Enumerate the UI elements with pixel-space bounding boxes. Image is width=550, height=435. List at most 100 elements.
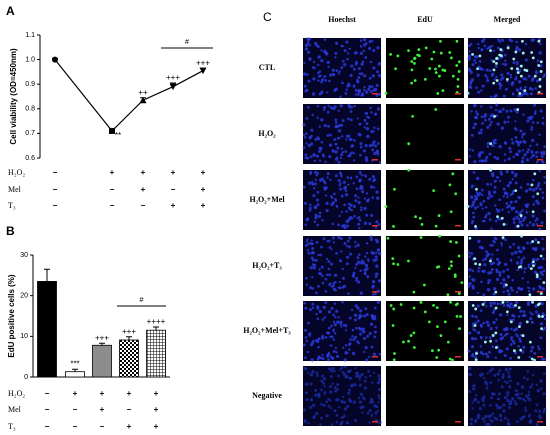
edu-cell: [473, 324, 477, 327]
edu-cell: [523, 89, 527, 93]
nucleus: [496, 176, 500, 179]
nucleus: [535, 223, 539, 226]
nucleus: [516, 382, 520, 386]
nucleus: [536, 388, 540, 393]
nucleus: [473, 329, 477, 332]
nucleus: [487, 323, 491, 328]
nucleus: [371, 381, 374, 384]
nucleus: [369, 322, 374, 326]
nucleus: [332, 320, 336, 324]
nucleus: [537, 345, 540, 348]
nucleus: [364, 111, 369, 116]
treatment-mark: +: [201, 185, 206, 194]
nucleus: [328, 335, 332, 338]
nucleus: [369, 374, 372, 378]
nucleus: [365, 127, 370, 131]
nucleus: [486, 372, 489, 375]
nucleus: [376, 196, 380, 200]
marker: [52, 56, 58, 63]
nucleus: [491, 144, 495, 148]
nucleus: [304, 306, 308, 310]
nucleus: [473, 195, 477, 198]
nucleus: [488, 152, 492, 156]
treatment-mark: +: [201, 201, 206, 210]
edu-cell: [449, 260, 453, 264]
edu-cell: [502, 223, 506, 226]
nucleus: [510, 82, 514, 86]
edu-cell: [517, 306, 521, 310]
nucleus: [317, 337, 321, 341]
nucleus: [351, 328, 355, 332]
edu-cell: [424, 46, 428, 50]
nucleus: [520, 385, 525, 389]
treatment-mark: −: [110, 201, 115, 210]
nucleus: [529, 242, 532, 245]
edu-cell: [396, 263, 400, 266]
nucleus: [352, 84, 356, 88]
nucleus: [349, 118, 353, 122]
edu-cell: [509, 320, 513, 324]
nucleus: [306, 73, 309, 76]
nucleus: [535, 70, 538, 73]
edu-cell: [476, 67, 479, 71]
nucleus: [357, 90, 361, 94]
edu-cell: [533, 74, 537, 78]
nucleus: [508, 180, 512, 185]
nucleus: [530, 156, 533, 159]
nucleus: [315, 312, 318, 316]
edu-cell: [519, 214, 523, 217]
edu-cell: [407, 142, 411, 146]
nucleus: [354, 266, 357, 270]
nucleus: [541, 191, 545, 194]
nucleus: [348, 236, 352, 240]
nucleus: [508, 367, 512, 371]
nucleus: [346, 117, 350, 121]
nucleus: [335, 252, 338, 255]
edu-cell: [520, 234, 523, 238]
nucleus: [490, 120, 493, 124]
nucleus: [509, 356, 512, 360]
nucleus: [520, 216, 523, 219]
nucleus: [340, 44, 343, 48]
nucleus: [305, 132, 308, 135]
nucleus: [534, 151, 538, 154]
nucleus: [330, 306, 334, 310]
nucleus: [346, 404, 350, 409]
nucleus: [371, 85, 374, 88]
nucleus: [500, 172, 503, 176]
nucleus: [511, 279, 514, 282]
nucleus: [354, 93, 357, 96]
y-tick-label: 30: [20, 252, 28, 259]
nucleus: [359, 45, 363, 48]
nucleus: [354, 240, 357, 243]
nucleus: [501, 208, 504, 211]
nucleus: [321, 353, 324, 356]
edu-cell: [410, 68, 414, 72]
nucleus: [509, 343, 513, 346]
nucleus: [539, 379, 543, 383]
edu-cell: [489, 142, 493, 146]
nucleus: [339, 320, 343, 324]
edu-cell: [391, 324, 395, 327]
nucleus: [321, 219, 324, 222]
nucleus: [327, 397, 330, 401]
nucleus: [307, 42, 310, 45]
nucleus: [495, 268, 499, 272]
edu-cell: [474, 307, 478, 311]
nucleus: [305, 398, 309, 402]
y-tick-label: 0: [24, 374, 28, 381]
nucleus: [543, 73, 547, 77]
nucleus: [335, 414, 339, 417]
nucleus: [540, 301, 544, 306]
nucleus: [372, 66, 376, 70]
edu-cell: [434, 108, 438, 111]
nucleus: [312, 403, 316, 408]
nucleus: [318, 149, 322, 153]
nucleus: [360, 372, 364, 376]
nucleus: [361, 174, 364, 177]
nucleus: [357, 132, 360, 136]
nucleus: [528, 87, 532, 91]
edu-cell: [441, 89, 445, 93]
nucleus: [517, 396, 521, 400]
edu-cell: [535, 273, 539, 277]
